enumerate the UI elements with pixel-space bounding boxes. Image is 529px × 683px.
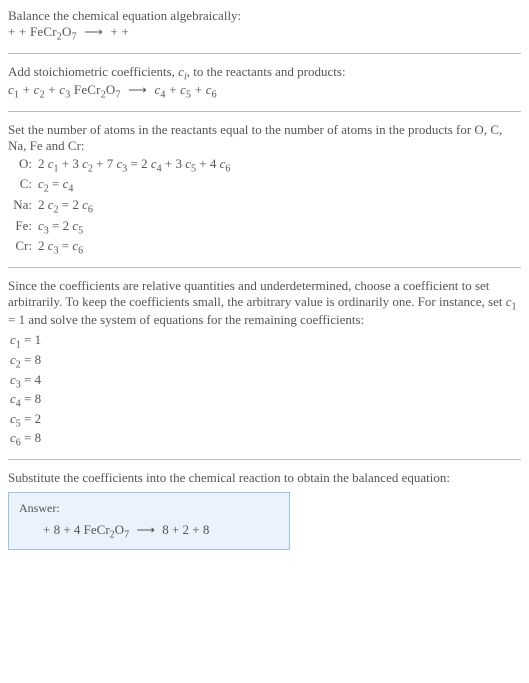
val: = 2: [21, 411, 41, 426]
sub: 6: [225, 163, 230, 174]
divider: [8, 267, 521, 268]
answer-equation: + 8 + 4 FeCr2O7 ⟶ 8 + 2 + 8: [19, 522, 279, 541]
text: , to the reactants and products:: [187, 64, 346, 79]
substitute-text: Substitute the coefficients into the che…: [8, 470, 521, 486]
coefficient-list: c1 = 1 c2 = 8 c3 = 4 c4 = 8 c5 = 2 c6 = …: [10, 332, 521, 449]
row-label-cr: Cr:: [10, 238, 38, 257]
text: + 3: [162, 156, 186, 171]
choose-text: Since the coefficients are relative quan…: [8, 278, 521, 329]
text: + 7: [93, 156, 117, 171]
choose-section: Since the coefficients are relative quan…: [8, 278, 521, 449]
text: Since the coefficients are relative quan…: [8, 278, 506, 309]
answer-box: Answer: + 8 + 4 FeCr2O7 ⟶ 8 + 2 + 8: [8, 492, 290, 550]
sub: 7: [115, 90, 120, 101]
row-eq-fe: c3 = 2 c5: [38, 218, 521, 237]
balance-header: Balance the chemical equation algebraica…: [8, 8, 521, 43]
sub: 4: [68, 184, 73, 195]
text: 2: [38, 238, 48, 253]
stoich-intro: Add stoichiometric coefficients, ci, to …: [8, 64, 521, 83]
eq-lhs: + + FeCr: [8, 24, 57, 39]
text: = 2: [127, 156, 151, 171]
row-label-o: O:: [10, 156, 38, 175]
row-eq-cr: 2 c3 = c6: [38, 238, 521, 257]
substitute-section: Substitute the coefficients into the che…: [8, 470, 521, 550]
answer-title: Answer:: [19, 501, 279, 516]
text: + 3: [59, 156, 83, 171]
text: O: [115, 522, 124, 537]
stoich-equation: c1 + c2 + c3 FeCr2O7 ⟶ c4 + c5 + c6: [8, 82, 521, 101]
text: 2: [38, 156, 48, 171]
text: = 1 and solve the system of equations fo…: [8, 312, 364, 327]
sub: 6: [88, 205, 93, 216]
sub: 7: [72, 32, 77, 43]
row-label-na: Na:: [10, 197, 38, 216]
text: + 8 + 4 FeCr: [43, 522, 110, 537]
divider: [8, 459, 521, 460]
plus: +: [166, 82, 180, 97]
row-label-fe: Fe:: [10, 218, 38, 237]
arrow-icon: ⟶: [121, 82, 155, 97]
divider: [8, 111, 521, 112]
val: = 8: [21, 391, 41, 406]
row-eq-na: 2 c2 = 2 c6: [38, 197, 521, 216]
plus: +: [191, 82, 205, 97]
arrow-icon: ⟶: [77, 24, 111, 39]
text: = 2: [59, 197, 83, 212]
text: =: [49, 176, 63, 191]
divider: [8, 53, 521, 54]
row-eq-c: c2 = c4: [38, 176, 521, 195]
atoms-intro: Set the number of atoms in the reactants…: [8, 122, 521, 154]
row-eq-o: 2 c1 + 3 c2 + 7 c3 = 2 c4 + 3 c5 + 4 c6: [38, 156, 521, 175]
val: = 1: [21, 332, 41, 347]
plus: +: [45, 82, 59, 97]
val: = 8: [21, 352, 41, 367]
sub: 5: [78, 225, 83, 236]
text: 2: [38, 197, 48, 212]
coef-row: c2 = 8: [10, 352, 521, 371]
text: =: [59, 238, 73, 253]
text: = 2: [49, 218, 73, 233]
reagent: FeCr: [70, 82, 100, 97]
text: 8 + 2 + 8: [162, 522, 209, 537]
coef-row: c6 = 8: [10, 430, 521, 449]
arrow-icon: ⟶: [129, 522, 162, 537]
sub: 6: [78, 246, 83, 257]
stoich-section: Add stoichiometric coefficients, ci, to …: [8, 64, 521, 101]
sub: 6: [212, 90, 217, 101]
val: = 8: [21, 430, 41, 445]
sub: 1: [512, 301, 517, 312]
balance-equation: + + FeCr2O7 ⟶ + +: [8, 24, 521, 43]
val: = 4: [21, 372, 41, 387]
coef-row: c4 = 8: [10, 391, 521, 410]
eq-rhs: + +: [111, 24, 130, 39]
text: + 4: [196, 156, 220, 171]
row-label-c: C:: [10, 176, 38, 195]
coef-row: c5 = 2: [10, 411, 521, 430]
eq-mid: O: [62, 24, 72, 39]
atoms-table: O: 2 c1 + 3 c2 + 7 c3 = 2 c4 + 3 c5 + 4 …: [10, 156, 521, 257]
text: Add stoichiometric coefficients,: [8, 64, 178, 79]
coef-row: c1 = 1: [10, 332, 521, 351]
coef-row: c3 = 4: [10, 372, 521, 391]
atoms-section: Set the number of atoms in the reactants…: [8, 122, 521, 257]
balance-title: Balance the chemical equation algebraica…: [8, 8, 521, 24]
plus: +: [19, 82, 33, 97]
